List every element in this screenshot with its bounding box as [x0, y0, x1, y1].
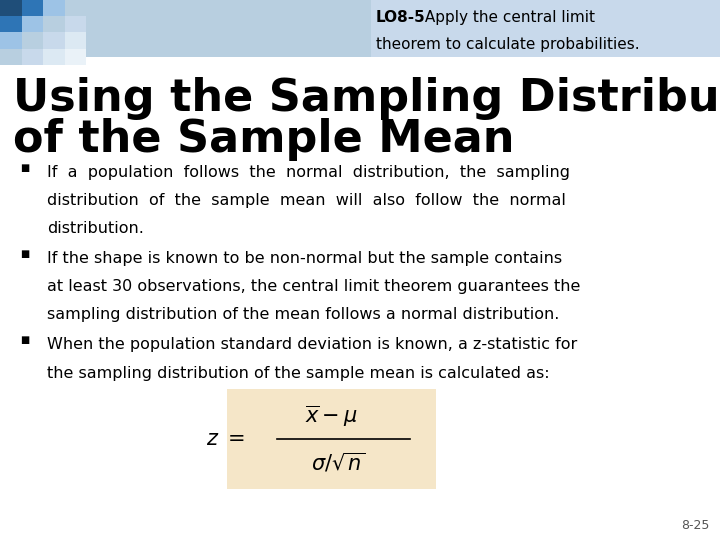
Bar	[0, 49, 22, 65]
Text: Using the Sampling Distribution: Using the Sampling Distribution	[13, 77, 720, 120]
Text: sampling distribution of the mean follows a normal distribution.: sampling distribution of the mean follow…	[47, 307, 559, 322]
Text: theorem to calculate probabilities.: theorem to calculate probabilities.	[376, 37, 639, 52]
Text: If  a  population  follows  the  normal  distribution,  the  sampling: If a population follows the normal distr…	[47, 165, 570, 180]
Bar	[65, 0, 86, 16]
Text: of the Sample Mean: of the Sample Mean	[13, 118, 515, 161]
Bar	[0, 0, 22, 16]
Text: When the population standard deviation is known, a z-statistic for: When the population standard deviation i…	[47, 338, 577, 353]
Text: at least 30 observations, the central limit theorem guarantees the: at least 30 observations, the central li…	[47, 279, 580, 294]
Bar	[0, 16, 22, 32]
Text: Apply the central limit: Apply the central limit	[420, 10, 595, 25]
Bar	[65, 16, 86, 32]
Bar	[22, 0, 43, 16]
Bar	[0, 32, 22, 49]
Bar	[65, 49, 86, 65]
Bar	[65, 32, 86, 49]
Bar	[0, 0, 720, 57]
Bar	[22, 32, 43, 49]
Bar	[22, 49, 43, 65]
Bar	[43, 32, 65, 49]
Text: ■: ■	[20, 335, 30, 346]
Bar	[43, 49, 65, 65]
Bar	[371, 0, 720, 57]
Text: distribution  of  the  sample  mean  will  also  follow  the  normal: distribution of the sample mean will als…	[47, 193, 566, 208]
Text: ■: ■	[20, 249, 30, 259]
Bar	[43, 0, 65, 16]
Text: 8-25: 8-25	[681, 519, 709, 532]
Text: $\sigma/\sqrt{n}$: $\sigma/\sqrt{n}$	[311, 451, 366, 474]
Text: ■: ■	[20, 163, 30, 173]
Text: If the shape is known to be non-normal but the sample contains: If the shape is known to be non-normal b…	[47, 251, 562, 266]
Bar	[22, 16, 43, 32]
Text: $z\ =$: $z\ =$	[206, 429, 245, 449]
Bar	[227, 389, 436, 489]
Bar	[43, 16, 65, 32]
Text: the sampling distribution of the sample mean is calculated as:: the sampling distribution of the sample …	[47, 366, 549, 381]
Text: LO8-5: LO8-5	[376, 10, 426, 25]
Text: $\overline{x} - \mu$: $\overline{x} - \mu$	[305, 404, 358, 429]
Text: distribution.: distribution.	[47, 221, 144, 236]
